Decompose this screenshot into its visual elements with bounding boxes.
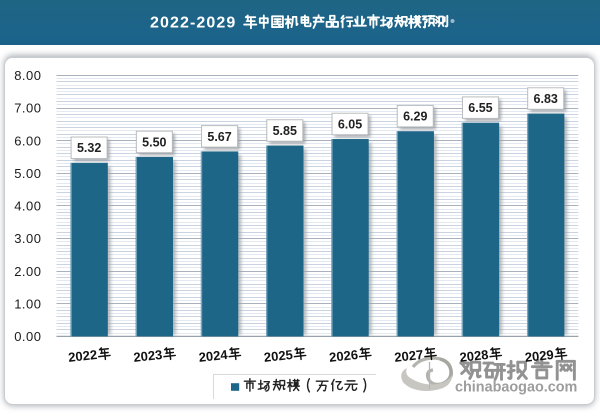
svg-text:4.00: 4.00 bbox=[14, 199, 41, 214]
svg-text:2022-2029: 2022-2029 bbox=[150, 15, 236, 32]
svg-text:5.67: 5.67 bbox=[207, 130, 231, 144]
svg-text:2.00: 2.00 bbox=[14, 264, 41, 279]
svg-text:2023: 2023 bbox=[133, 347, 163, 365]
svg-text:6.00: 6.00 bbox=[14, 133, 41, 148]
svg-text:2025: 2025 bbox=[263, 347, 293, 365]
svg-text:2022: 2022 bbox=[68, 347, 98, 365]
svg-text:5.00: 5.00 bbox=[14, 166, 41, 181]
svg-text:7.00: 7.00 bbox=[14, 101, 41, 116]
svg-text:1.00: 1.00 bbox=[14, 296, 41, 311]
svg-text:3.00: 3.00 bbox=[14, 231, 41, 246]
svg-text:5.50: 5.50 bbox=[142, 135, 166, 149]
svg-text:5.32: 5.32 bbox=[77, 141, 101, 155]
svg-text:6.83: 6.83 bbox=[534, 92, 558, 106]
svg-text:6.29: 6.29 bbox=[403, 110, 427, 124]
svg-text:0.00: 0.00 bbox=[14, 329, 41, 344]
svg-text:2028: 2028 bbox=[459, 347, 489, 365]
svg-text:chinabaogao.com: chinabaogao.com bbox=[455, 380, 577, 396]
svg-text:5.85: 5.85 bbox=[273, 124, 297, 138]
svg-text:2027: 2027 bbox=[394, 347, 424, 365]
svg-text:6.05: 6.05 bbox=[338, 117, 362, 131]
svg-text:8.00: 8.00 bbox=[14, 68, 41, 83]
svg-text:2024: 2024 bbox=[198, 347, 229, 365]
svg-text:6.55: 6.55 bbox=[468, 101, 492, 115]
svg-text:2029: 2029 bbox=[524, 347, 554, 365]
svg-text:2026: 2026 bbox=[328, 347, 358, 365]
